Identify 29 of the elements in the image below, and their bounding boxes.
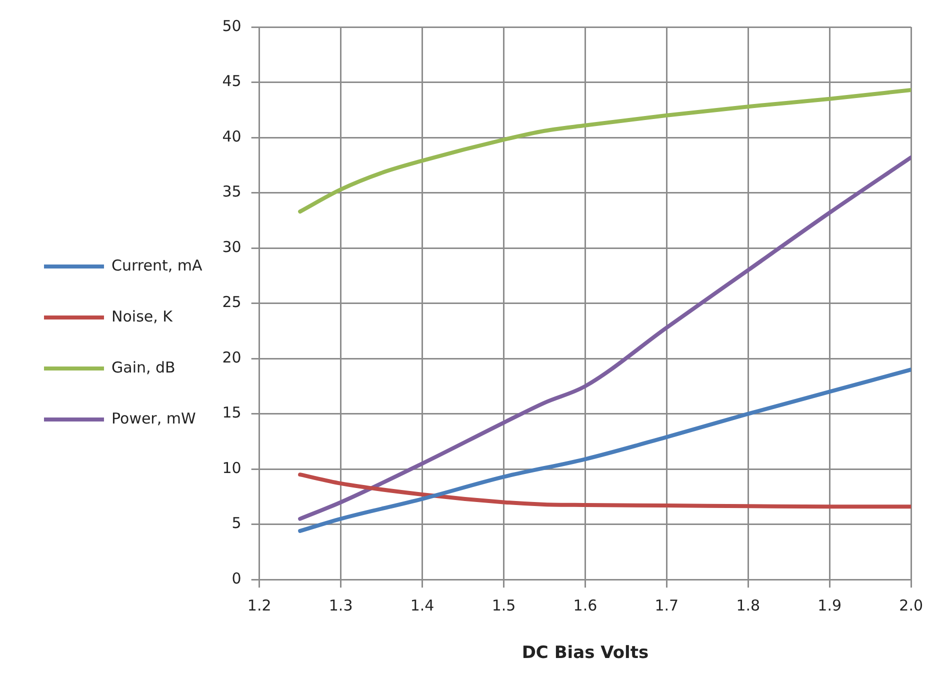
y-tick-label: 40 (222, 127, 242, 146)
line-series (298, 368, 912, 533)
legend-label: Noise, K (112, 307, 174, 326)
y-tick-label: 20 (222, 348, 242, 366)
line-series (298, 472, 912, 509)
legend-label: Current, mA (112, 256, 203, 274)
y-tick-label: 35 (222, 182, 242, 201)
line-series (298, 88, 912, 214)
y-tick-label: 50 (222, 16, 242, 35)
x-tick-label: 1.2 (247, 596, 272, 614)
y-tick-label: 5 (232, 514, 242, 532)
y-tick-label: 45 (222, 72, 242, 90)
x-tick-label: 1.6 (573, 596, 598, 614)
x-tick-label: 1.9 (818, 596, 842, 614)
legend-label: Power, mW (112, 409, 196, 428)
line-series (298, 155, 912, 521)
y-tick-label: 15 (222, 404, 242, 422)
x-axis-title: DC Bias Volts (522, 643, 649, 664)
x-tick-label: 1.3 (328, 596, 353, 614)
y-tick-label: 30 (222, 238, 242, 256)
x-tick-label: 1.7 (654, 596, 679, 614)
x-tick-label: 2.0 (899, 596, 923, 614)
y-tick-label: 10 (222, 458, 242, 477)
x-tick-label: 1.5 (492, 596, 516, 614)
x-tick-label: 1.4 (410, 596, 434, 614)
legend-label: Gain, dB (112, 358, 176, 376)
y-tick-label: 0 (232, 569, 242, 588)
y-tick-label: 25 (222, 293, 242, 312)
x-tick-label: 1.8 (736, 596, 760, 614)
